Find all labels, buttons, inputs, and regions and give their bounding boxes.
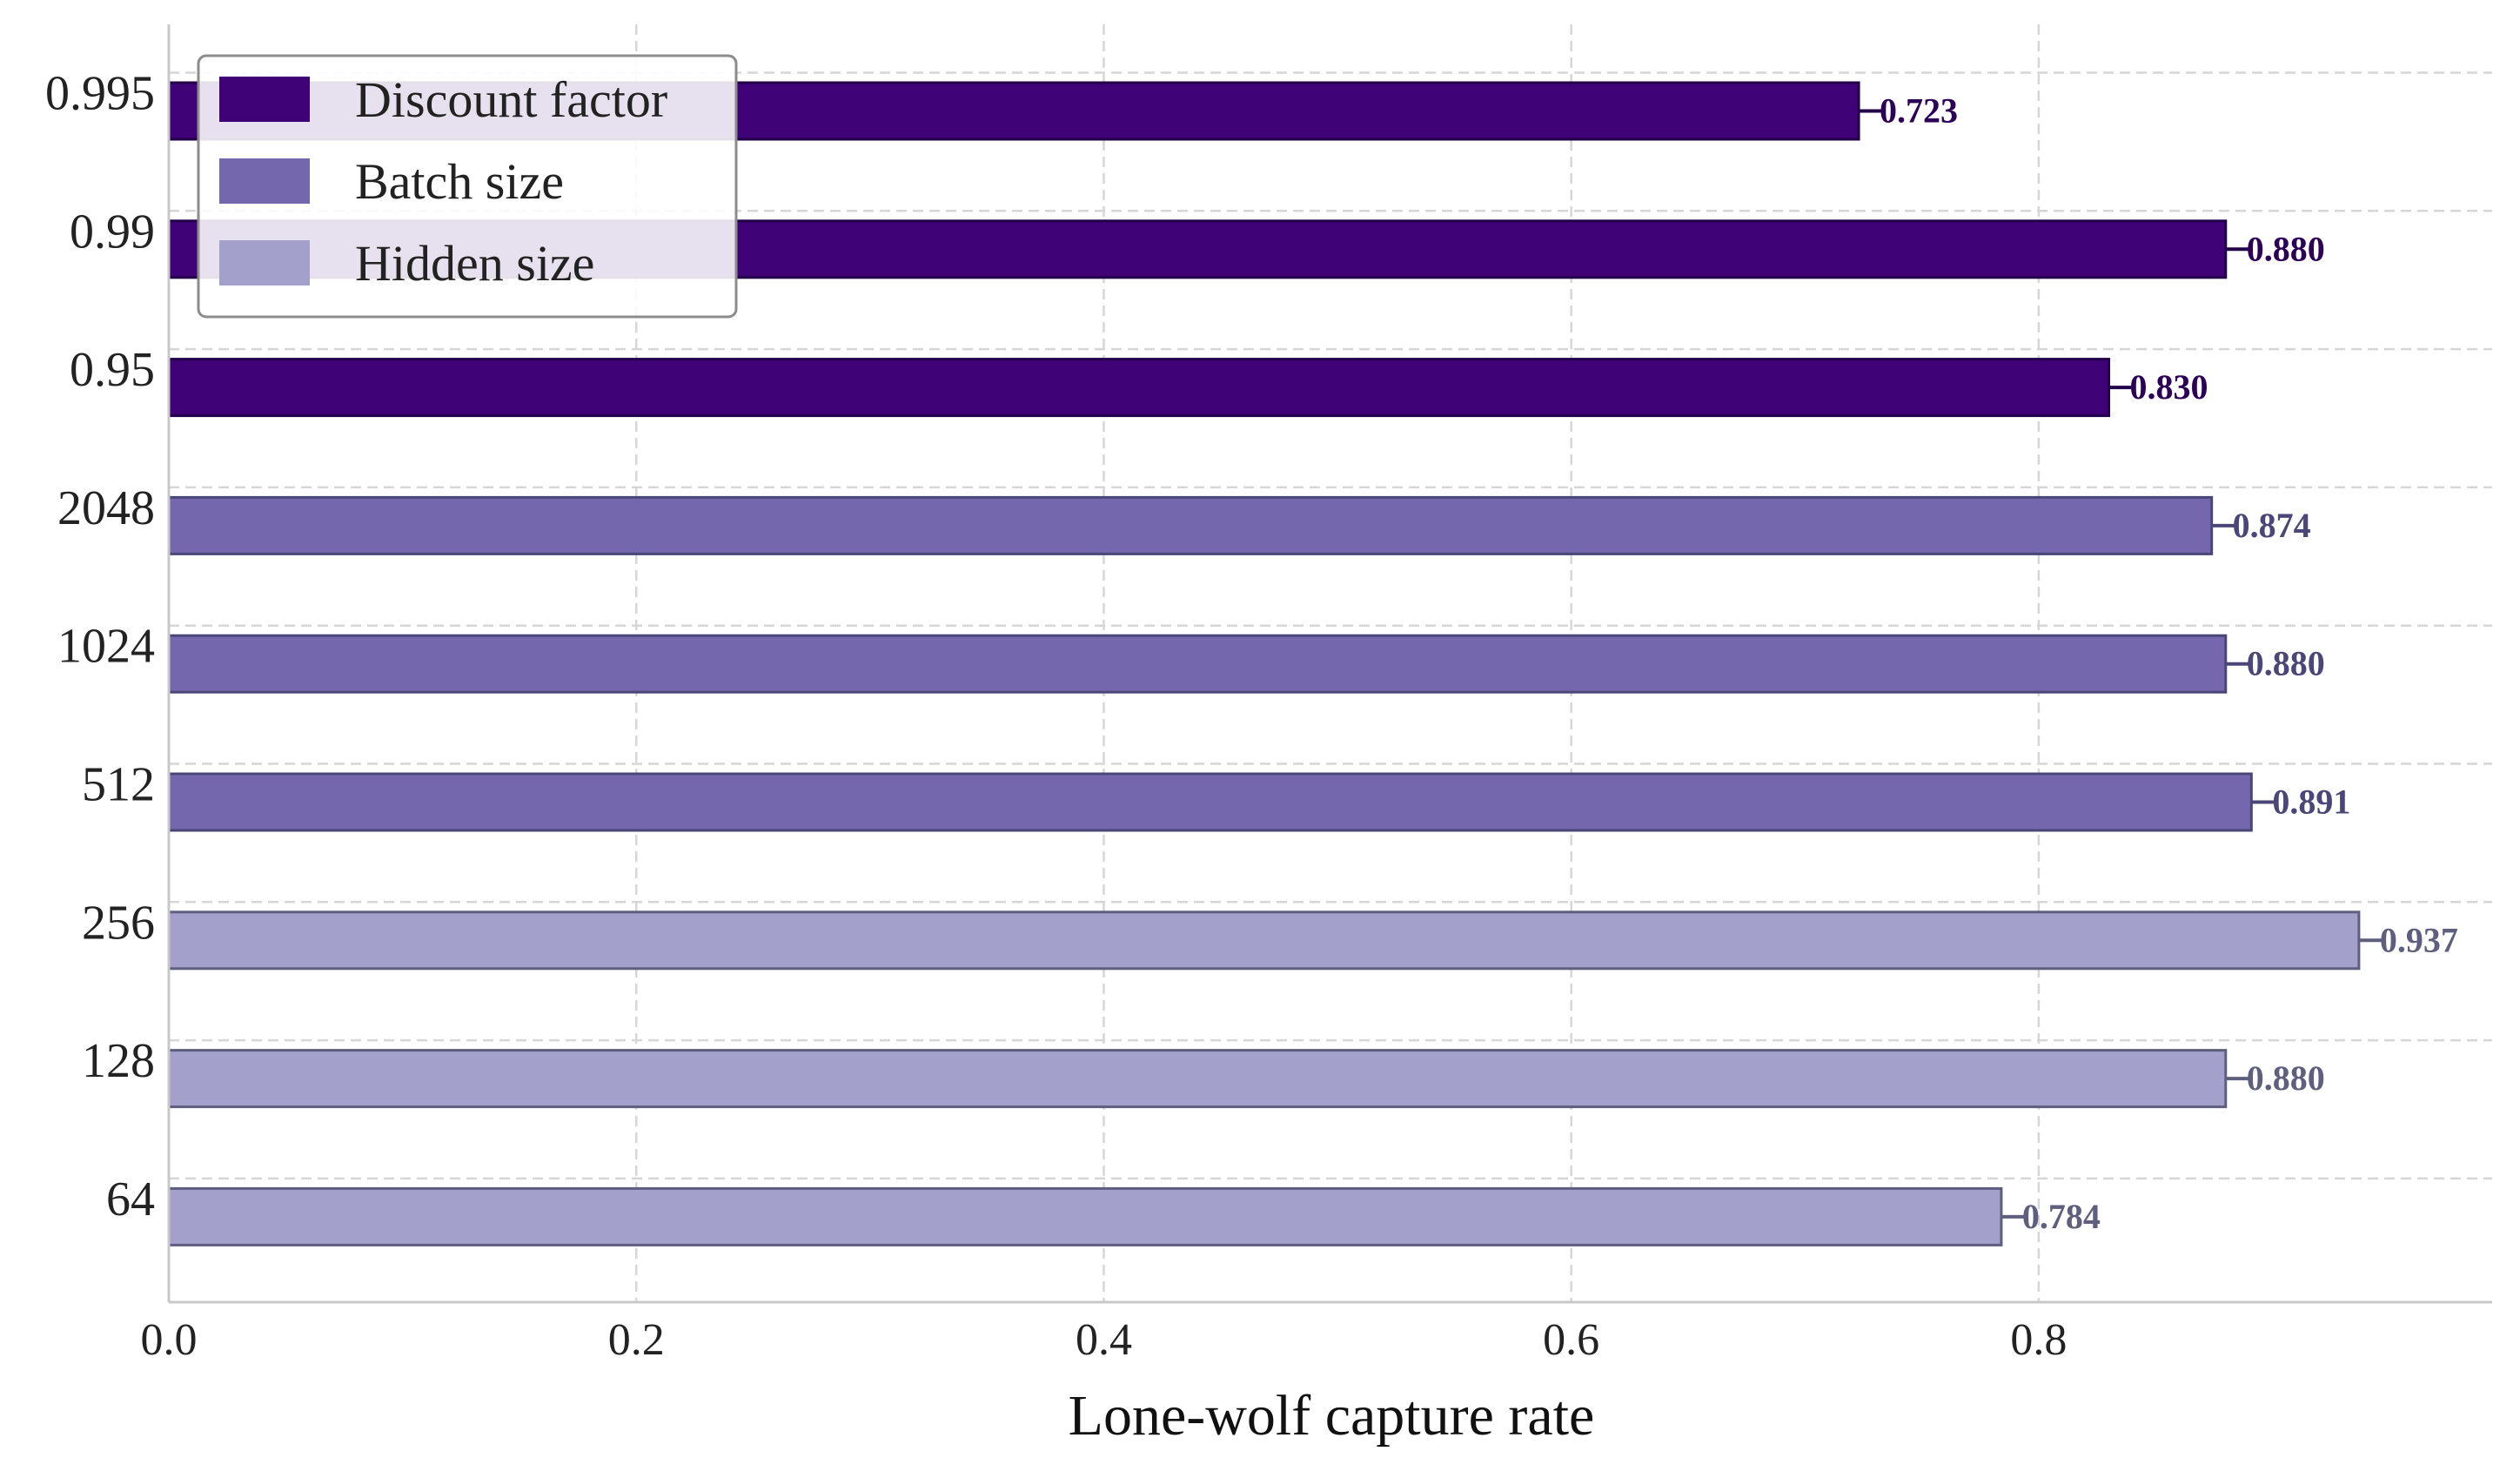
- bar: [167, 910, 2361, 971]
- y-tick-label: 0.99: [70, 205, 155, 259]
- legend-label: Batch size: [355, 153, 564, 210]
- bar: [167, 1049, 2228, 1109]
- value-label: 0.937: [2380, 920, 2458, 959]
- x-tick-label: 0.4: [1076, 1315, 1132, 1365]
- bar: [167, 772, 2253, 832]
- value-label: 0.784: [2022, 1197, 2101, 1236]
- y-tick-label: 0.995: [45, 67, 155, 121]
- legend-swatch: [219, 77, 310, 122]
- value-label: 0.880: [2247, 229, 2325, 268]
- legend-label: Hidden size: [355, 235, 594, 292]
- x-axis-label: Lone-wolf capture rate: [1069, 1384, 1595, 1448]
- x-tick-label: 0.6: [1543, 1315, 1599, 1365]
- legend-swatch: [219, 240, 310, 286]
- bar: [167, 1186, 2003, 1246]
- bar: [167, 634, 2228, 694]
- y-tick-label: 64: [106, 1172, 155, 1226]
- axes: 0.0 0.2 0.4 0.6 0.8 0.995 0.99 0.95 2048 1024 512 2…: [45, 24, 2492, 1365]
- bar: [167, 495, 2214, 555]
- value-label: 0.874: [2233, 506, 2311, 545]
- y-tick-label: 128: [82, 1034, 155, 1088]
- bar: [167, 358, 2110, 418]
- value-label: 0.891: [2272, 783, 2350, 822]
- value-label: 0.880: [2247, 1058, 2325, 1098]
- legend-box: [197, 54, 738, 319]
- legend: Discount factor Batch size Hidden size: [197, 54, 738, 319]
- x-tick-label: 0.2: [608, 1315, 665, 1365]
- legend-label: Discount factor: [355, 71, 667, 128]
- legend-swatch: [219, 158, 310, 204]
- y-tick-label: 256: [82, 896, 155, 950]
- y-tick-label: 0.95: [70, 343, 155, 397]
- value-label: 0.880: [2247, 644, 2325, 683]
- y-tick-label: 1024: [57, 620, 155, 674]
- x-tick-label: 0.0: [141, 1315, 198, 1365]
- value-label: 0.830: [2129, 367, 2208, 406]
- y-tick-label: 512: [82, 758, 155, 812]
- x-tick-label: 0.8: [2010, 1315, 2067, 1365]
- y-tick-label: 2048: [57, 481, 155, 535]
- value-label: 0.723: [1880, 91, 1958, 131]
